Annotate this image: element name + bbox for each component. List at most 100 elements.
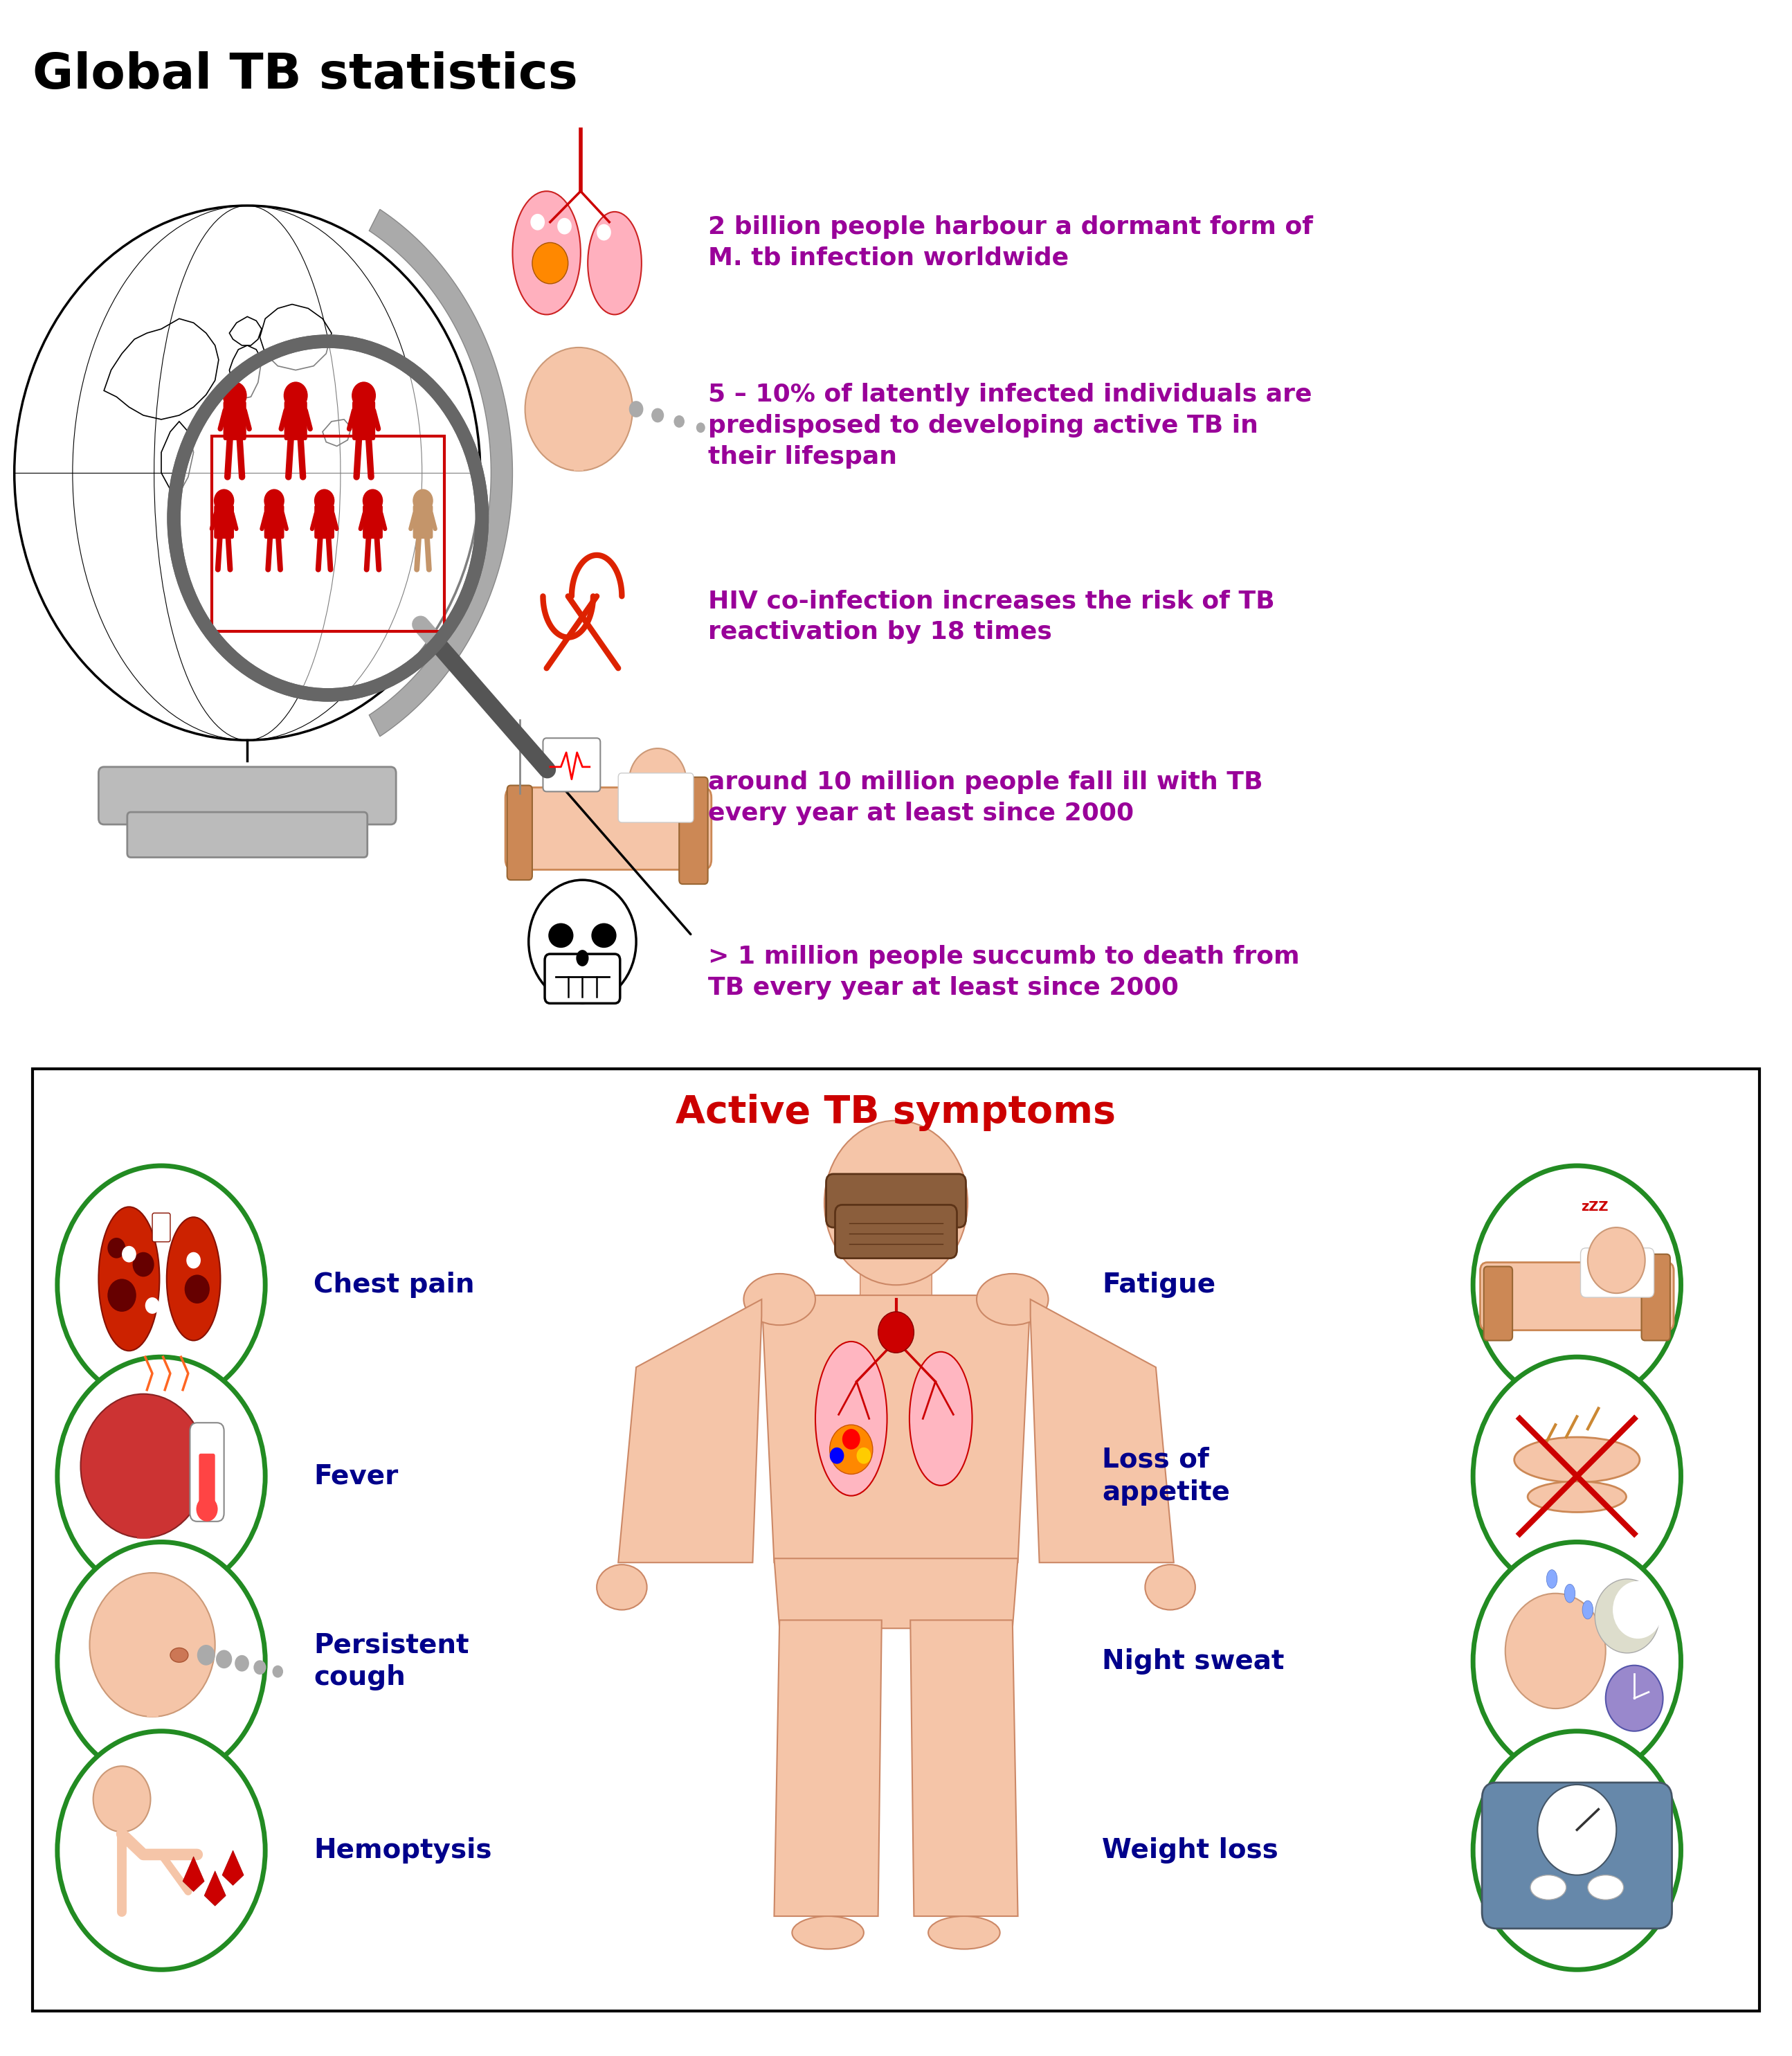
Ellipse shape bbox=[588, 212, 642, 315]
Circle shape bbox=[263, 489, 285, 512]
Polygon shape bbox=[183, 1857, 204, 1892]
Circle shape bbox=[1473, 1166, 1681, 1404]
Circle shape bbox=[351, 382, 376, 409]
Polygon shape bbox=[229, 317, 262, 345]
Circle shape bbox=[122, 1246, 136, 1262]
Text: > 1 million people succumb to death from
TB every year at least since 2000: > 1 million people succumb to death from… bbox=[708, 946, 1299, 999]
Circle shape bbox=[1613, 1581, 1663, 1639]
Circle shape bbox=[1473, 1731, 1681, 1970]
FancyBboxPatch shape bbox=[353, 401, 375, 440]
Circle shape bbox=[108, 1238, 125, 1258]
Ellipse shape bbox=[591, 923, 616, 948]
Circle shape bbox=[272, 1665, 283, 1678]
Polygon shape bbox=[369, 210, 513, 736]
Circle shape bbox=[14, 206, 480, 740]
Circle shape bbox=[197, 1497, 217, 1521]
FancyBboxPatch shape bbox=[505, 787, 711, 870]
Circle shape bbox=[1588, 1227, 1645, 1293]
Ellipse shape bbox=[909, 1353, 973, 1484]
Polygon shape bbox=[104, 319, 219, 419]
Polygon shape bbox=[229, 345, 262, 399]
FancyBboxPatch shape bbox=[362, 506, 383, 539]
Circle shape bbox=[133, 1252, 154, 1277]
Circle shape bbox=[629, 401, 643, 417]
Text: Night sweat: Night sweat bbox=[1102, 1649, 1285, 1674]
Circle shape bbox=[530, 214, 545, 230]
FancyBboxPatch shape bbox=[507, 785, 532, 880]
Text: Weight loss: Weight loss bbox=[1102, 1838, 1278, 1863]
Circle shape bbox=[650, 407, 663, 424]
Circle shape bbox=[842, 1429, 860, 1449]
Circle shape bbox=[283, 382, 308, 409]
Polygon shape bbox=[774, 1620, 882, 1916]
Ellipse shape bbox=[167, 1217, 220, 1341]
Text: Loss of
appetite: Loss of appetite bbox=[1102, 1447, 1229, 1505]
Circle shape bbox=[597, 224, 611, 241]
Ellipse shape bbox=[792, 1916, 864, 1949]
FancyBboxPatch shape bbox=[127, 812, 367, 857]
FancyBboxPatch shape bbox=[860, 1229, 932, 1299]
Text: Fatigue: Fatigue bbox=[1102, 1273, 1215, 1297]
Ellipse shape bbox=[1564, 1583, 1575, 1604]
Text: Active TB symptoms: Active TB symptoms bbox=[676, 1094, 1116, 1131]
Polygon shape bbox=[323, 419, 351, 446]
Circle shape bbox=[186, 1252, 201, 1269]
FancyBboxPatch shape bbox=[1480, 1262, 1674, 1330]
FancyBboxPatch shape bbox=[679, 777, 708, 884]
Text: zZZ: zZZ bbox=[1581, 1201, 1609, 1213]
Circle shape bbox=[185, 1275, 210, 1304]
Bar bbox=[32, 1069, 1760, 2011]
Circle shape bbox=[145, 1297, 159, 1314]
Circle shape bbox=[215, 1649, 231, 1669]
Circle shape bbox=[824, 1121, 968, 1285]
FancyBboxPatch shape bbox=[543, 738, 600, 792]
Polygon shape bbox=[260, 304, 332, 370]
Circle shape bbox=[57, 1357, 265, 1595]
Ellipse shape bbox=[1582, 1600, 1593, 1620]
FancyBboxPatch shape bbox=[152, 1213, 170, 1242]
Ellipse shape bbox=[1546, 1571, 1557, 1587]
Circle shape bbox=[529, 880, 636, 1003]
FancyBboxPatch shape bbox=[199, 1454, 215, 1509]
Polygon shape bbox=[1030, 1299, 1174, 1563]
Circle shape bbox=[1538, 1785, 1616, 1875]
Circle shape bbox=[1505, 1593, 1606, 1709]
Circle shape bbox=[830, 1425, 873, 1474]
Circle shape bbox=[57, 1731, 265, 1970]
Circle shape bbox=[1473, 1357, 1681, 1595]
Ellipse shape bbox=[575, 950, 588, 966]
Ellipse shape bbox=[548, 923, 573, 948]
Text: Fever: Fever bbox=[314, 1464, 398, 1489]
Circle shape bbox=[1606, 1665, 1663, 1731]
Circle shape bbox=[57, 1542, 265, 1780]
Circle shape bbox=[108, 1279, 136, 1312]
Ellipse shape bbox=[1530, 1875, 1566, 1900]
Circle shape bbox=[857, 1447, 871, 1464]
Bar bbox=[211, 436, 444, 631]
Circle shape bbox=[197, 1645, 215, 1665]
FancyBboxPatch shape bbox=[99, 767, 396, 824]
FancyBboxPatch shape bbox=[285, 401, 306, 440]
Circle shape bbox=[222, 382, 247, 409]
FancyBboxPatch shape bbox=[545, 954, 620, 1003]
Circle shape bbox=[235, 1655, 249, 1672]
Ellipse shape bbox=[1145, 1565, 1195, 1610]
Ellipse shape bbox=[1527, 1480, 1627, 1513]
Ellipse shape bbox=[977, 1273, 1048, 1324]
Circle shape bbox=[412, 489, 434, 512]
Circle shape bbox=[674, 415, 685, 428]
FancyBboxPatch shape bbox=[1482, 1783, 1672, 1929]
Ellipse shape bbox=[170, 1649, 188, 1661]
Circle shape bbox=[629, 748, 686, 814]
Circle shape bbox=[697, 421, 706, 432]
Polygon shape bbox=[762, 1295, 1030, 1563]
Polygon shape bbox=[618, 1299, 762, 1563]
Text: Global TB statistics: Global TB statistics bbox=[32, 51, 577, 99]
FancyBboxPatch shape bbox=[835, 1205, 957, 1258]
Ellipse shape bbox=[99, 1207, 159, 1351]
Text: HIV co-infection increases the risk of TB
reactivation by 18 times: HIV co-infection increases the risk of T… bbox=[708, 590, 1274, 644]
FancyBboxPatch shape bbox=[190, 1423, 224, 1521]
Circle shape bbox=[1473, 1542, 1681, 1780]
Circle shape bbox=[532, 243, 568, 284]
Text: Chest pain: Chest pain bbox=[314, 1273, 475, 1297]
